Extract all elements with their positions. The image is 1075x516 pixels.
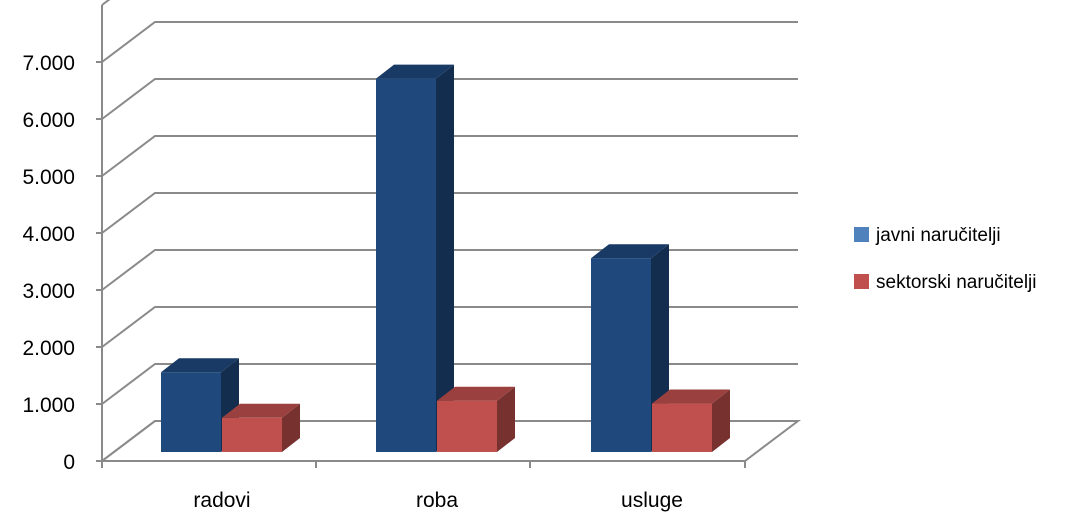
bar-usluge-sektorski <box>652 389 730 452</box>
gridline <box>101 0 111 6</box>
y-tick-label: 2.000 <box>22 337 75 360</box>
legend-label: javni naručitelji <box>875 225 1001 246</box>
bar-top <box>222 403 300 418</box>
bar-top <box>652 389 730 404</box>
bars <box>161 64 730 453</box>
bar-roba-javni <box>376 64 454 453</box>
y-tick-label: 0 <box>63 451 75 474</box>
legend-label: sektorski naručitelji <box>876 272 1037 293</box>
bar-radovi-sektorski <box>222 403 300 452</box>
legend-swatch <box>854 274 869 289</box>
bar-front <box>591 258 651 452</box>
labels: 0 1.000 2.000 3.000 4.000 5.000 6.000 7.000 rado… <box>22 52 683 512</box>
x-tick-label: roba <box>416 489 458 512</box>
x-tick-label: usluge <box>621 489 683 512</box>
gridline <box>101 192 798 234</box>
y-tick-label: 6.000 <box>22 109 75 132</box>
axes <box>96 5 801 468</box>
gridline <box>101 78 798 120</box>
legend-item: javni naručitelji <box>854 225 1001 246</box>
bar-side <box>436 64 454 453</box>
bar-front <box>376 78 436 453</box>
bar-front <box>161 372 221 452</box>
bar-side <box>497 386 515 452</box>
gridline <box>101 249 798 291</box>
legend-item: sektorski naručitelji <box>854 272 1037 293</box>
y-tick-label: 4.000 <box>22 223 75 246</box>
y-tick-label: 1.000 <box>22 394 75 417</box>
bar-top <box>376 64 454 79</box>
gridline <box>101 306 798 348</box>
gridline <box>101 21 798 63</box>
y-tick-label: 5.000 <box>22 166 75 189</box>
x-tick-label: radovi <box>193 489 250 512</box>
gridline <box>101 363 798 405</box>
gridlines <box>101 0 798 462</box>
bar-front <box>222 417 282 452</box>
bar-top <box>161 358 239 373</box>
bar-top <box>437 386 515 401</box>
legend: javni naručitelji sektorski naručitelji <box>854 225 1037 293</box>
bar-side <box>282 403 300 452</box>
y-tick-label: 7.000 <box>22 52 75 75</box>
bar-front <box>437 400 497 452</box>
bar-top <box>591 244 669 259</box>
bar-roba-sektorski <box>437 386 515 452</box>
legend-swatch <box>854 227 869 242</box>
bar-front <box>652 403 712 452</box>
gridline <box>101 135 798 177</box>
bar-side <box>712 389 730 452</box>
y-tick-label: 3.000 <box>22 280 75 303</box>
